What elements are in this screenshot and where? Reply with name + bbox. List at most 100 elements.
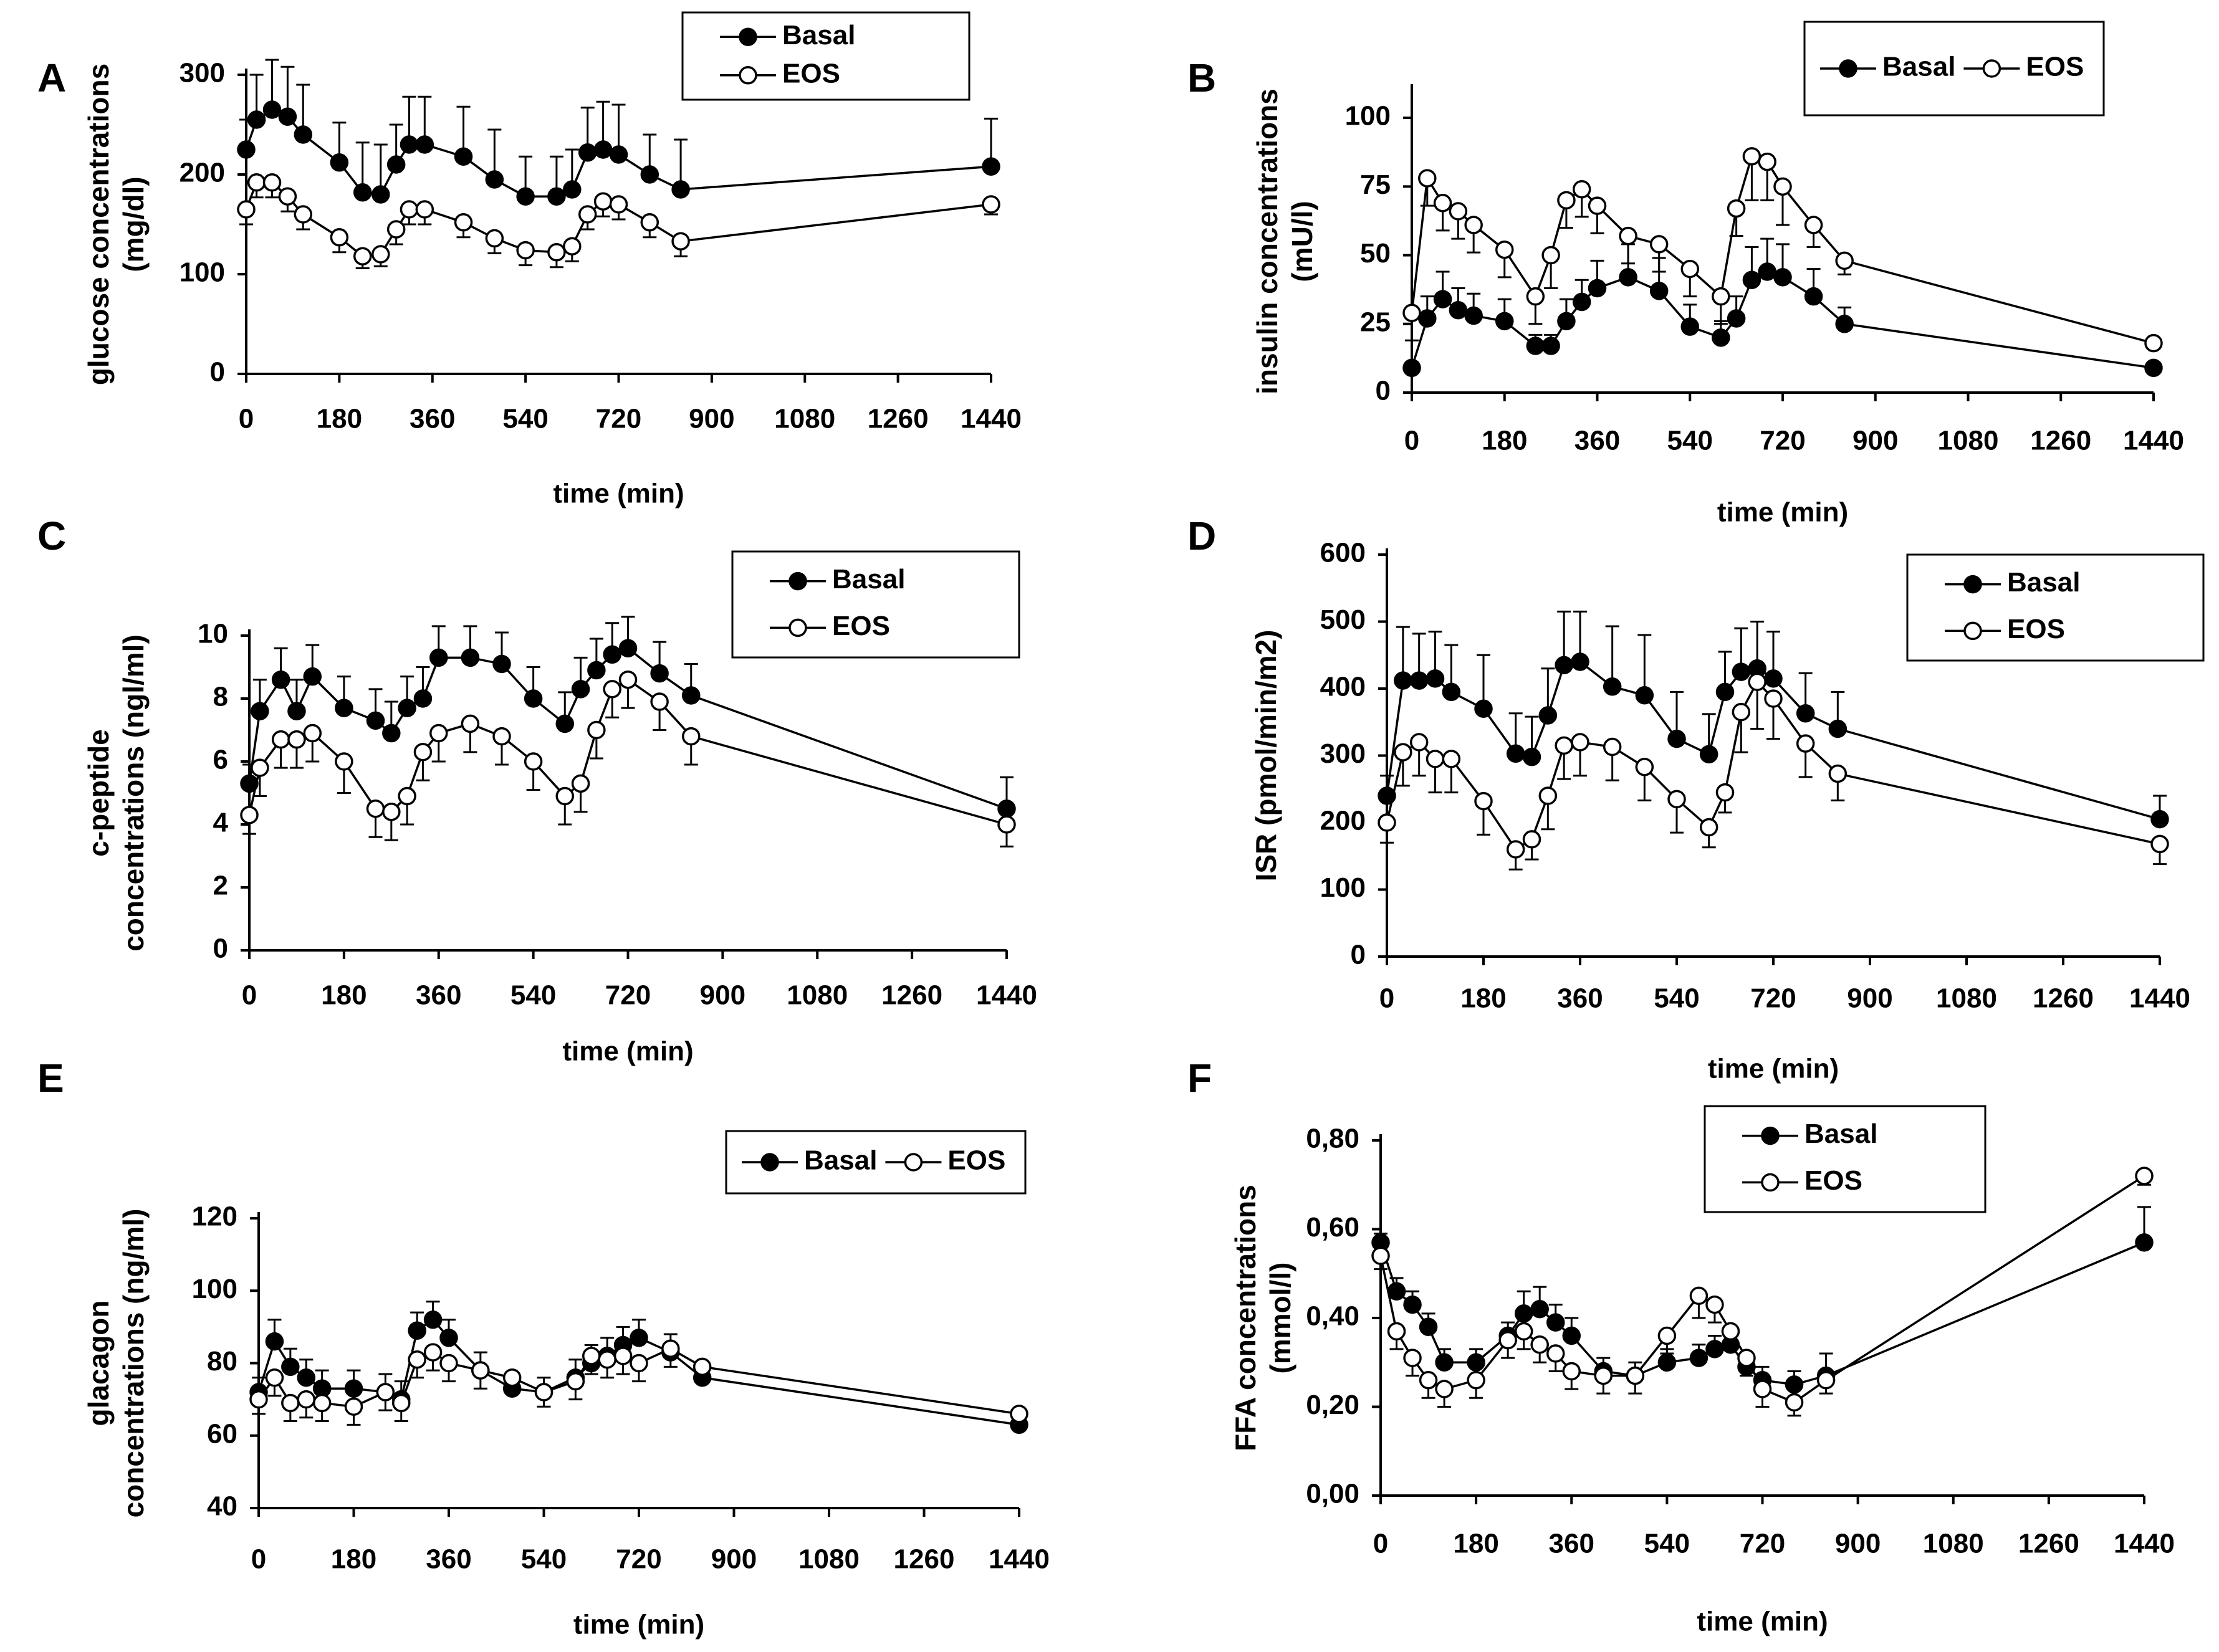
y-tick-label: 200	[180, 158, 225, 188]
data-point	[593, 140, 613, 159]
data-point	[1526, 287, 1545, 306]
data-point	[524, 689, 543, 708]
x-tick-label: 540	[1644, 1529, 1690, 1559]
data-point	[502, 1368, 522, 1387]
data-point	[1435, 1380, 1454, 1398]
data-point	[571, 774, 590, 793]
data-point	[237, 200, 256, 219]
data-point	[1649, 282, 1669, 300]
x-tick-label: 360	[410, 404, 455, 434]
data-point	[1699, 745, 1718, 764]
y-tick-label: 100	[180, 257, 225, 288]
x-tick-label: 720	[1760, 426, 1805, 456]
data-point	[1758, 262, 1776, 281]
data-point	[429, 723, 448, 743]
data-point	[555, 714, 574, 733]
chart-panel-d: D 0 100 200 300 400 500 600 0 180 360 540 720 900 1080…	[1187, 513, 2205, 1084]
data-point	[1418, 169, 1437, 188]
series-basal	[1402, 237, 2163, 378]
x-tick-label: 720	[616, 1544, 661, 1575]
data-point	[1764, 669, 1783, 688]
data-point	[1571, 733, 1589, 752]
legend-box	[1906, 553, 2205, 662]
data-point	[650, 664, 669, 683]
y-tick-label: 300	[180, 58, 225, 88]
data-point	[382, 803, 401, 821]
data-point	[1419, 1371, 1438, 1390]
data-point	[1588, 196, 1607, 215]
y-axis-title-line: ISR (pmol/min/m2)	[1250, 630, 1282, 882]
legend-box	[1704, 1105, 1987, 1213]
panel-label: E	[37, 1056, 64, 1101]
x-tick-label: 180	[317, 404, 362, 434]
data-point	[344, 1379, 363, 1398]
data-point	[982, 195, 1000, 214]
data-point	[1773, 177, 1792, 196]
legend-box	[1803, 21, 2105, 117]
x-tick-label: 1260	[894, 1544, 955, 1575]
legend: Basal EOS	[681, 11, 971, 101]
data-point	[2135, 1167, 2154, 1185]
data-point	[997, 800, 1016, 818]
data-point	[1555, 656, 1573, 675]
x-axis-title: time (min)	[562, 1036, 693, 1067]
data-point	[1498, 1330, 1517, 1350]
legend-label: Basal	[782, 20, 855, 50]
panel-label: A	[37, 55, 66, 100]
data-point	[371, 185, 390, 204]
data-point	[382, 723, 401, 743]
data-point	[640, 165, 659, 184]
data-point	[330, 228, 349, 247]
data-point	[1835, 251, 1854, 270]
data-point	[262, 173, 282, 192]
data-point	[534, 1383, 554, 1401]
data-point	[603, 680, 621, 699]
data-point	[265, 1332, 284, 1351]
data-point	[671, 232, 690, 251]
data-point	[516, 241, 535, 260]
data-point	[1816, 1371, 1836, 1390]
data-point	[563, 237, 582, 255]
x-axis-title: time (min)	[1697, 1607, 1828, 1637]
data-point	[1402, 303, 1421, 322]
series-eos	[1371, 1167, 2154, 1417]
data-point	[1705, 1340, 1724, 1358]
x-tick-label: 360	[1557, 983, 1603, 1014]
x-tick-label: 0	[239, 404, 254, 434]
data-point	[423, 1311, 443, 1329]
legend-marker	[788, 618, 807, 637]
x-tick-label: 1440	[976, 980, 1037, 1011]
data-point	[618, 639, 638, 657]
data-point	[682, 686, 701, 705]
y-tick-label: 0,40	[1306, 1301, 1359, 1332]
series-eos	[249, 1339, 1028, 1426]
data-point	[1546, 1344, 1565, 1363]
data-point	[1727, 199, 1746, 218]
data-point	[1506, 744, 1525, 763]
data-point	[1449, 300, 1468, 320]
series-eos	[240, 670, 1016, 847]
data-point	[1538, 706, 1558, 725]
x-tick-label: 180	[1460, 983, 1506, 1014]
panel-label: B	[1187, 55, 1216, 100]
legend: Basal EOS	[725, 1130, 1027, 1195]
data-point	[2144, 333, 2163, 353]
data-point	[281, 1357, 300, 1377]
x-tick-label: 1080	[787, 980, 848, 1011]
x-tick-label: 900	[1847, 983, 1892, 1014]
data-point	[1378, 813, 1396, 832]
data-point	[609, 195, 628, 214]
data-point	[330, 153, 349, 172]
x-tick-label: 1440	[2129, 983, 2190, 1014]
data-point	[247, 173, 266, 192]
chart-panel-b: B 0 25 50 75 100 0 180 360 540 720 900 1080 1260 1440 t…	[1187, 21, 2184, 528]
data-point	[386, 155, 406, 174]
x-tick-label: 540	[1654, 983, 1699, 1014]
data-point	[398, 786, 416, 806]
x-tick-label: 900	[700, 980, 745, 1011]
data-point	[693, 1357, 712, 1377]
data-point	[1541, 246, 1560, 265]
data-point	[1715, 682, 1735, 702]
data-point	[578, 205, 597, 224]
x-tick-label: 540	[1667, 426, 1713, 456]
